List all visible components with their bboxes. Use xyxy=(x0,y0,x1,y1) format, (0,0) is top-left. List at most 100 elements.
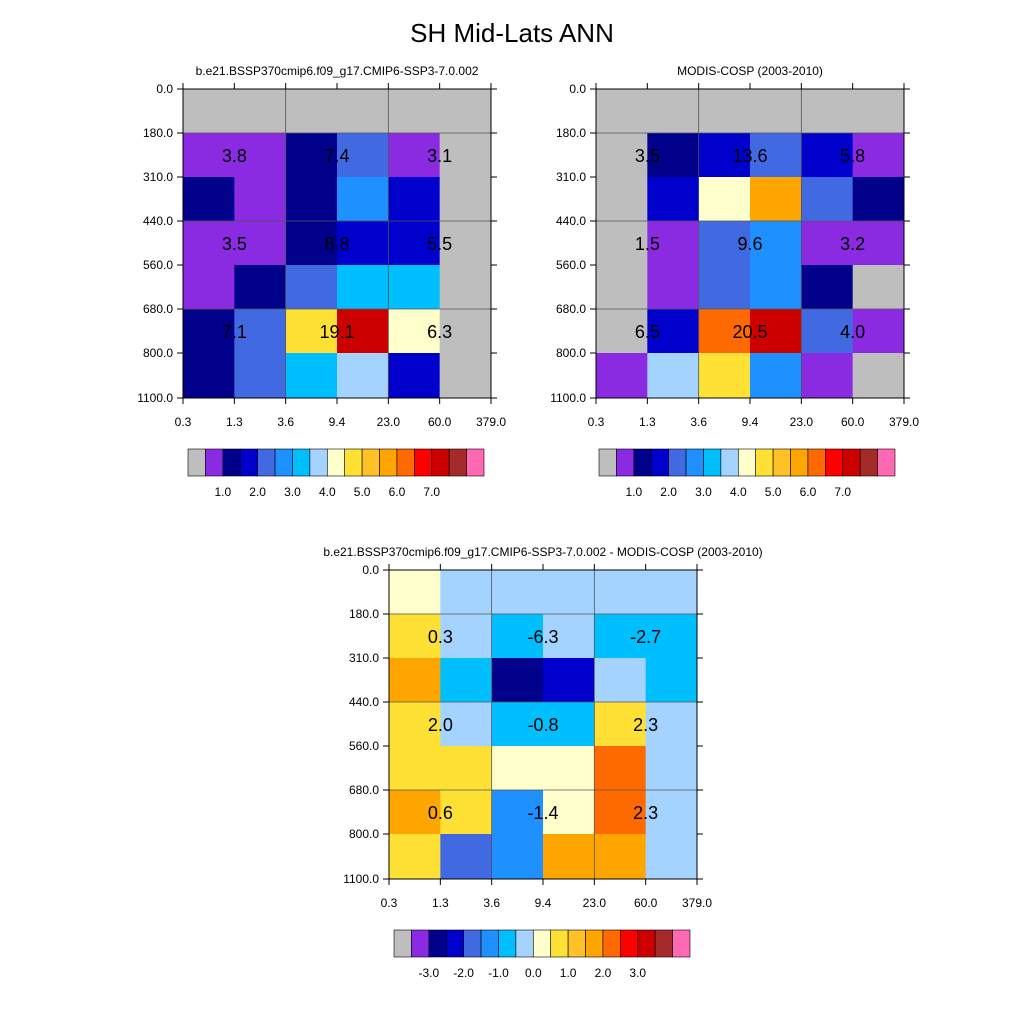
heatmap-cell xyxy=(388,133,441,178)
y-tick-label: 1100.0 xyxy=(137,391,173,405)
heatmap-cell xyxy=(389,658,441,703)
panel-title: MODIS-COSP (2003-2010) xyxy=(677,64,823,78)
heatmap-cell xyxy=(285,309,338,354)
x-tick-label: 3.6 xyxy=(277,415,294,429)
colorbar-swatch xyxy=(292,448,311,477)
cell-value-label: 2.0 xyxy=(428,715,453,735)
cell-value-label: -6.3 xyxy=(527,627,558,647)
y-tick-label: 1100.0 xyxy=(550,391,586,405)
panel-title: b.e21.BSSP370cmip6.f09_g17.CMIP6-SSP3-7.… xyxy=(323,545,762,559)
heatmap-cell xyxy=(440,702,493,747)
heatmap-cell xyxy=(439,309,492,354)
heatmap-cell xyxy=(183,265,235,310)
heatmap-cell xyxy=(801,221,854,266)
heatmap-panel-1: 0.0 180.0 310.0 440.0 560.0 680.0 800.0 1100.00… xyxy=(137,64,506,499)
colorbar-swatch xyxy=(720,448,739,477)
x-tick-label: 0.3 xyxy=(381,896,398,910)
heatmap-cell xyxy=(389,834,441,880)
colorbar-label: 5.0 xyxy=(765,485,782,499)
heatmap-cell xyxy=(234,309,287,354)
colorbar-swatch xyxy=(326,448,346,477)
heatmap-cell xyxy=(647,353,700,399)
colorbar-swatch xyxy=(703,448,722,477)
colorbar-swatch xyxy=(428,929,447,958)
heatmap-cell xyxy=(337,309,389,354)
x-tick-label: 1.3 xyxy=(432,896,449,910)
colorbar-label: 6.0 xyxy=(389,485,406,499)
heatmap-cell xyxy=(440,614,493,659)
heatmap-cell xyxy=(285,133,338,178)
colorbar-swatch xyxy=(463,929,482,958)
colorbar-label: 4.0 xyxy=(319,485,336,499)
heatmap-cell xyxy=(183,177,235,222)
colorbar-swatch xyxy=(448,448,467,477)
y-tick-label: 440.0 xyxy=(349,695,379,709)
cell-value-label: 2.3 xyxy=(633,715,658,735)
colorbar-label: -2.0 xyxy=(453,966,474,980)
y-tick-label: 680.0 xyxy=(143,302,173,316)
panel-title: b.e21.BSSP370cmip6.f09_g17.CMIP6-SSP3-7.… xyxy=(196,64,479,78)
heatmap-cell xyxy=(596,221,648,266)
figure-title: SH Mid-Lats ANN xyxy=(410,18,614,48)
heatmap-cell xyxy=(647,133,700,178)
colorbar-1: 1.0 2.0 3.0 4.0 5.0 6.0 7.0 xyxy=(187,448,485,499)
heatmap-cell xyxy=(285,353,338,399)
heatmap-cell xyxy=(594,790,647,835)
x-tick-label: 1.3 xyxy=(639,415,656,429)
cell-value-label: 0.6 xyxy=(428,803,453,823)
cell-value-label: 19.1 xyxy=(319,322,354,342)
colorbar-swatch xyxy=(515,929,534,958)
heatmap-cell xyxy=(645,658,698,703)
heatmap-cell xyxy=(645,702,698,747)
x-tick-label: 379.0 xyxy=(682,896,712,910)
y-tick-label: 800.0 xyxy=(556,346,586,360)
heatmap-cell xyxy=(491,790,544,835)
colorbar-swatch xyxy=(668,448,687,477)
y-tick-label: 0.0 xyxy=(156,82,173,96)
heatmap-cell xyxy=(439,133,492,178)
cell-value-label: -2.7 xyxy=(630,627,661,647)
y-tick-label: 440.0 xyxy=(556,214,586,228)
heatmap-cell xyxy=(852,221,905,266)
heatmap-cell xyxy=(852,89,905,134)
colorbar-swatch xyxy=(807,448,826,477)
heatmap-cell xyxy=(801,89,854,134)
heatmap-cell xyxy=(389,570,441,615)
colorbar-label: 1.0 xyxy=(214,485,231,499)
heatmap-cell xyxy=(645,790,698,835)
heatmap-cell xyxy=(852,309,905,354)
heatmap-cell xyxy=(234,353,287,399)
colorbar-swatch xyxy=(790,448,809,477)
heatmap-cell xyxy=(234,177,287,222)
y-tick-label: 680.0 xyxy=(556,302,586,316)
colorbar-label: 2.0 xyxy=(249,485,266,499)
y-tick-label: 560.0 xyxy=(143,258,173,272)
colorbar-swatch xyxy=(633,448,652,477)
colorbar-swatch xyxy=(602,929,621,958)
heatmap-cell xyxy=(440,570,493,615)
heatmap-cell xyxy=(234,133,287,178)
colorbar-swatch xyxy=(637,929,656,958)
colorbar-swatch xyxy=(274,448,293,477)
colorbar-swatch xyxy=(859,448,878,477)
colorbar-swatch xyxy=(393,929,412,958)
heatmap-cell xyxy=(389,614,441,659)
x-tick-label: 60.0 xyxy=(634,896,658,910)
y-tick-label: 440.0 xyxy=(143,214,173,228)
heatmap-cell xyxy=(440,658,493,703)
heatmap-cell xyxy=(439,89,492,134)
colorbar-swatch xyxy=(672,929,691,958)
heatmap-cell xyxy=(698,221,751,266)
heatmap-cell xyxy=(440,834,493,880)
y-tick-label: 180.0 xyxy=(556,126,586,140)
cell-value-label: -1.4 xyxy=(527,803,558,823)
colorbar-swatch xyxy=(445,929,464,958)
y-tick-label: 0.0 xyxy=(569,82,586,96)
colorbar-swatch xyxy=(550,929,569,958)
heatmap-cell xyxy=(594,702,647,747)
heatmap-cell xyxy=(183,353,235,399)
colorbar-label: -3.0 xyxy=(418,966,439,980)
colorbar-label: 2.0 xyxy=(595,966,612,980)
heatmap-cell xyxy=(750,265,802,310)
